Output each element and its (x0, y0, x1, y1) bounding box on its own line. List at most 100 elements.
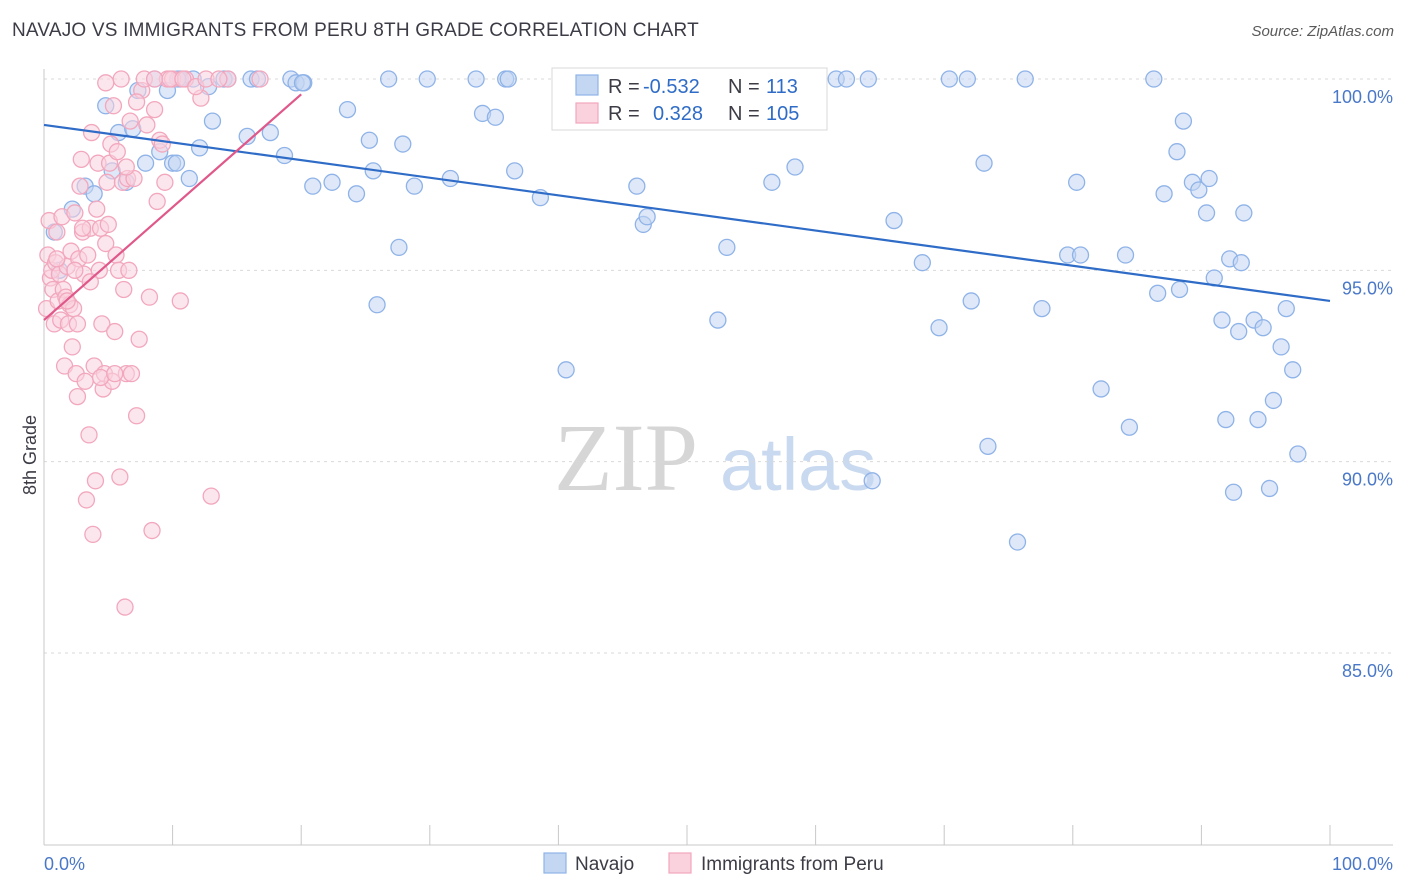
peru-point-39 (88, 200, 106, 218)
peru-point-87 (251, 70, 269, 88)
peru-point-64 (120, 261, 138, 279)
navajo-point-101 (1235, 204, 1253, 222)
peru-point-82 (171, 292, 189, 310)
navajo-point-25 (238, 127, 256, 146)
bottom-legend-swatch-navajo (543, 852, 567, 874)
navajo-point-80 (1071, 246, 1090, 264)
peru-point-46 (97, 234, 115, 253)
navajo-point-66 (863, 472, 881, 490)
series-legend: Navajo Immigrants from Peru (543, 852, 884, 875)
peru-point-66 (122, 365, 141, 383)
peru-point-88 (48, 250, 66, 268)
peru-point-74 (143, 521, 161, 540)
gridlines (44, 78, 1393, 654)
legend-r-label-peru: R = (608, 103, 640, 125)
peru-point-96 (117, 158, 135, 176)
peru-point-60 (115, 280, 133, 299)
peru-point-90 (66, 261, 84, 279)
peru-point-78 (153, 135, 171, 153)
navajo-point-82 (1116, 246, 1135, 264)
x-tick-label-min: 0.0% (44, 854, 85, 874)
legend-r-label-navajo: R = (608, 76, 640, 98)
navajo-point-85 (1149, 284, 1167, 302)
peru-point-69 (130, 330, 148, 348)
peru-point-52 (104, 97, 123, 115)
peru-point-33 (80, 426, 98, 444)
navajo-point-73 (975, 154, 993, 172)
chart-source: Source: ZipAtlas.com (1251, 23, 1394, 40)
navajo-point-109 (1284, 361, 1302, 379)
navajo-point-16 (167, 154, 186, 172)
navajo-point-62 (786, 158, 804, 176)
navajo-point-75 (1008, 533, 1027, 551)
y-axis-label: 8th Grade (20, 415, 40, 495)
navajo-point-33 (304, 177, 322, 195)
peru-point-24 (68, 387, 87, 406)
navajo-point-29 (275, 146, 294, 165)
navajo-point-88 (1170, 280, 1189, 299)
navajo-point-99 (1230, 322, 1248, 341)
navajo-point-91 (1190, 181, 1208, 199)
legend-n-label-navajo: N = (728, 76, 760, 98)
legend-swatch-peru (575, 102, 599, 124)
legend-n-value-navajo: 113 (766, 76, 798, 98)
watermark-zip: ZIP (554, 404, 698, 511)
peru-point-38 (86, 472, 105, 490)
navajo-point-103 (1249, 410, 1267, 429)
peru-point-47 (98, 173, 116, 191)
navajo-point-58 (718, 238, 736, 257)
legend-swatch-navajo (575, 74, 599, 96)
navajo-point-83 (1120, 418, 1139, 436)
navajo-point-70 (940, 70, 958, 88)
peru-point-98 (145, 70, 164, 88)
peru-point-79 (156, 173, 174, 191)
peru-point-92 (81, 273, 99, 291)
peru-point-104 (68, 315, 87, 333)
navajo-point-35 (338, 100, 357, 119)
navajo-point-79 (1068, 173, 1086, 191)
navajo-trend-line (43, 123, 1331, 303)
peru-point-100 (174, 70, 192, 88)
navajo-point-36 (347, 185, 366, 203)
y-tick-labels: 100.0% 95.0% 90.0% 85.0% (1332, 87, 1393, 681)
peru-point-61 (116, 598, 134, 616)
navajo-point-96 (1217, 410, 1235, 429)
y-tick-label-0: 100.0% (1332, 87, 1393, 107)
peru-point-75 (145, 100, 164, 119)
navajo-point-106 (1264, 391, 1283, 410)
axes (43, 69, 1393, 846)
navajo-point-87 (1168, 143, 1186, 161)
legend-n-value-peru: 105 (766, 103, 799, 125)
navajo-point-48 (486, 108, 505, 126)
navajo-point-45 (441, 169, 460, 188)
legend-r-value-navajo: -0.532 (643, 76, 700, 98)
navajo-point-41 (390, 238, 408, 257)
peru-point-58 (112, 70, 130, 88)
navajo-point-98 (1224, 483, 1243, 501)
navajo-point-40 (379, 70, 398, 88)
navajo-point-95 (1213, 311, 1231, 329)
peru-point-32 (79, 246, 97, 264)
bottom-legend-label-navajo: Navajo (575, 854, 634, 875)
navajo-point-86 (1155, 185, 1173, 203)
x-tick-label-max: 100.0% (1332, 854, 1393, 874)
navajo-point-71 (958, 70, 976, 88)
peru-point-20 (63, 338, 81, 356)
navajo-point-84 (1145, 70, 1163, 88)
peru-trend-line (43, 93, 302, 321)
y-tick-label-2: 90.0% (1342, 470, 1393, 490)
navajo-point-110 (1289, 445, 1307, 463)
navajo-point-43 (405, 177, 424, 195)
navajo-point-108 (1277, 299, 1295, 318)
peru-point-57 (111, 468, 129, 486)
navajo-point-69 (930, 319, 948, 337)
navajo-point-57 (709, 311, 727, 329)
peru-point-93 (91, 368, 110, 387)
peru-point-76 (148, 192, 166, 211)
navajo-point-37 (360, 131, 379, 149)
peru-point-91 (73, 219, 92, 237)
peru-point-53 (106, 322, 124, 341)
legend-r-value-peru: 0.328 (653, 103, 703, 125)
bottom-legend-swatch-peru (668, 852, 692, 874)
